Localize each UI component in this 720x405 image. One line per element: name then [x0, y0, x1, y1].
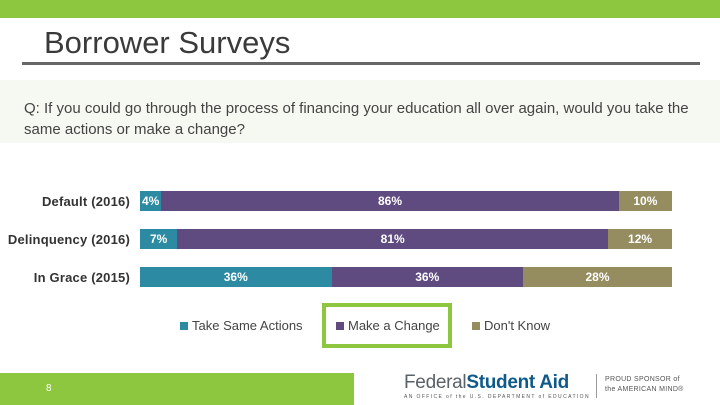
legend-label: Take Same Actions — [192, 318, 303, 333]
bar-segment: 36% — [140, 267, 332, 287]
data-label: 10% — [633, 194, 658, 208]
bar-row: 7% 81% 12% — [140, 229, 672, 249]
bar-segment: 28% — [523, 267, 672, 287]
logo-tagline: AN OFFICE of the U.S. DEPARTMENT of EDUC… — [404, 394, 590, 400]
legend-label: Make a Change — [348, 318, 440, 333]
category-label: Default (2016) — [41, 194, 130, 209]
top-accent-band — [0, 0, 720, 18]
data-label: 7% — [149, 232, 168, 246]
legend-label: Don't Know — [484, 318, 551, 333]
question-panel — [0, 80, 720, 143]
stacked-bar-chart: Default (2016) 4% 86% 10% Delinquency (2016)… — [0, 180, 720, 300]
legend-item: Take Same Actions — [180, 318, 303, 333]
chart-legend: Take Same Actions Make a Change Don't Know — [0, 318, 720, 342]
bar-segment: 7% — [140, 229, 178, 249]
data-label: 36% — [223, 270, 248, 284]
data-label: 28% — [585, 270, 610, 284]
title-underline — [22, 62, 700, 65]
data-label: 86% — [378, 194, 403, 208]
bar-segment: 36% — [331, 267, 524, 287]
bar-segment: 4% — [140, 191, 162, 211]
bar-row: 4% 86% 10% — [140, 191, 672, 211]
legend-highlight-box — [322, 303, 452, 348]
legend-swatch — [472, 321, 480, 330]
logo-sponsor-line-1: PROUD SPONSOR of — [605, 376, 680, 383]
logo-wordmark-federal: Federal — [404, 372, 467, 393]
logo-sponsor-text: PROUD SPONSOR of the AMERICAN MIND® — [605, 375, 684, 395]
footer-green-band — [0, 373, 354, 405]
category-label: In Grace (2015) — [33, 270, 130, 285]
legend-swatch — [180, 321, 188, 330]
bar-segment: 12% — [608, 229, 672, 249]
logo-sponsor-line-2: the AMERICAN MIND® — [605, 386, 684, 393]
data-label: 4% — [141, 194, 160, 208]
data-label: 36% — [415, 270, 440, 284]
federal-student-aid-logo: FederalStudent Aid AN OFFICE of the U.S.… — [404, 372, 716, 402]
bar-segment: 86% — [161, 191, 619, 211]
logo-divider — [596, 374, 597, 398]
page-number: 8 — [46, 383, 52, 394]
page-title: Borrower Surveys — [44, 25, 291, 60]
legend-swatch — [336, 321, 344, 330]
data-label: 81% — [380, 232, 405, 246]
bar-row: 36% 36% 28% — [140, 267, 672, 287]
bar-segment: 10% — [618, 191, 672, 211]
logo-wordmark-student-aid: Student Aid — [466, 372, 569, 393]
legend-item: Make a Change — [336, 318, 440, 333]
category-label: Delinquency (2016) — [7, 232, 130, 247]
survey-question: Q: If you could go through the process o… — [24, 100, 689, 138]
legend-item: Don't Know — [472, 318, 550, 333]
bar-segment: 81% — [177, 229, 609, 249]
logo-wordmark: FederalStudent Aid — [404, 372, 569, 394]
data-label: 12% — [628, 232, 653, 246]
